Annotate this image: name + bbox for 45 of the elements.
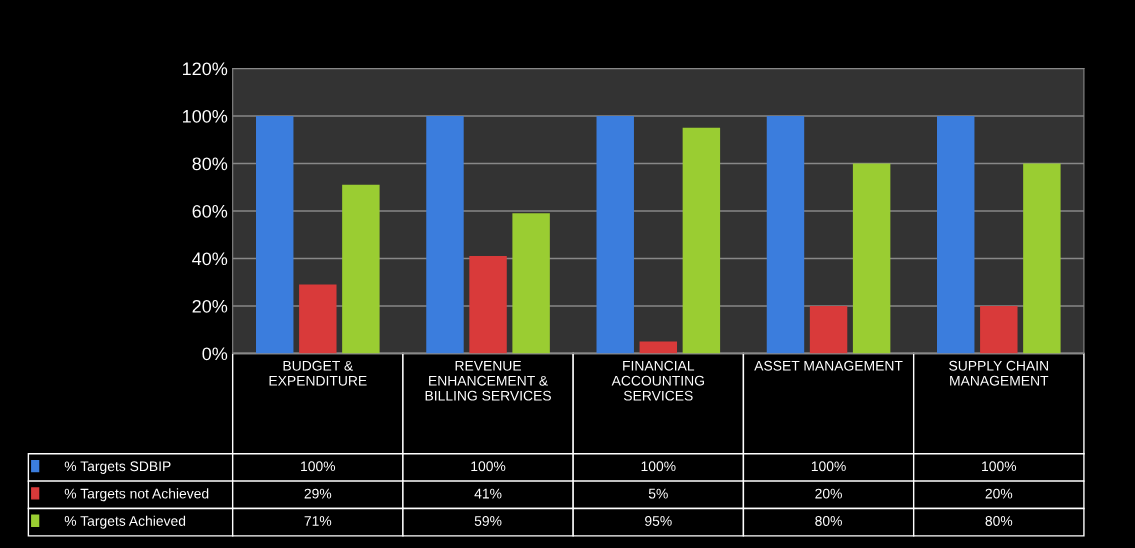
bar xyxy=(426,115,464,354)
y-tick-label: 60% xyxy=(192,204,228,218)
bar xyxy=(299,284,337,354)
y-tick-label: 20% xyxy=(192,299,228,313)
data-label: 71% xyxy=(304,516,332,526)
data-label: 80% xyxy=(815,516,842,526)
bar xyxy=(937,115,975,354)
bar xyxy=(766,115,805,354)
data-label: 95% xyxy=(645,516,672,526)
data-label: 41% xyxy=(474,488,502,499)
bar xyxy=(256,115,294,354)
x-tick-label: FINANCIAL ACCOUNTING SERVICES xyxy=(611,360,704,401)
x-tick-label: REVENUE ENHANCEMENT & BILLING SERVICES xyxy=(425,360,551,401)
y-tick-label: 40% xyxy=(192,252,228,266)
bar xyxy=(469,256,507,354)
data-label: 20% xyxy=(985,488,1013,499)
data-label: 59% xyxy=(474,516,502,526)
y-tick-label: 80% xyxy=(192,157,228,171)
data-label: 100% xyxy=(641,461,676,472)
bar xyxy=(980,305,1018,354)
legend-label: % Targets not Achieved xyxy=(64,488,209,502)
legend-label: % Targets Achieved xyxy=(64,515,186,529)
bar xyxy=(596,115,634,354)
bar xyxy=(1023,163,1061,354)
bar xyxy=(342,184,380,354)
data-label: 100% xyxy=(982,461,1017,472)
data-label: 29% xyxy=(304,488,332,499)
y-tick-label: 0% xyxy=(202,347,228,361)
x-tick-label: ASSET MANAGEMENT xyxy=(754,360,903,371)
bar xyxy=(809,305,848,354)
bar xyxy=(639,341,678,354)
data-label: 100% xyxy=(811,461,846,472)
data-label: 100% xyxy=(301,461,336,472)
data-label: 80% xyxy=(985,516,1013,526)
y-tick-label: 100% xyxy=(183,109,228,123)
data-label: 100% xyxy=(471,461,506,472)
x-tick-label: SUPPLY CHAIN MANAGEMENT xyxy=(949,360,1049,386)
data-label: 20% xyxy=(815,488,842,499)
bar xyxy=(512,213,550,354)
bar xyxy=(852,163,891,354)
legend-label: % Targets SDBIP xyxy=(64,461,171,474)
data-label: 5% xyxy=(648,488,668,499)
y-tick-label: 120% xyxy=(183,62,228,76)
bar xyxy=(682,127,721,354)
x-tick-label: BUDGET & EXPENDITURE xyxy=(269,360,367,386)
